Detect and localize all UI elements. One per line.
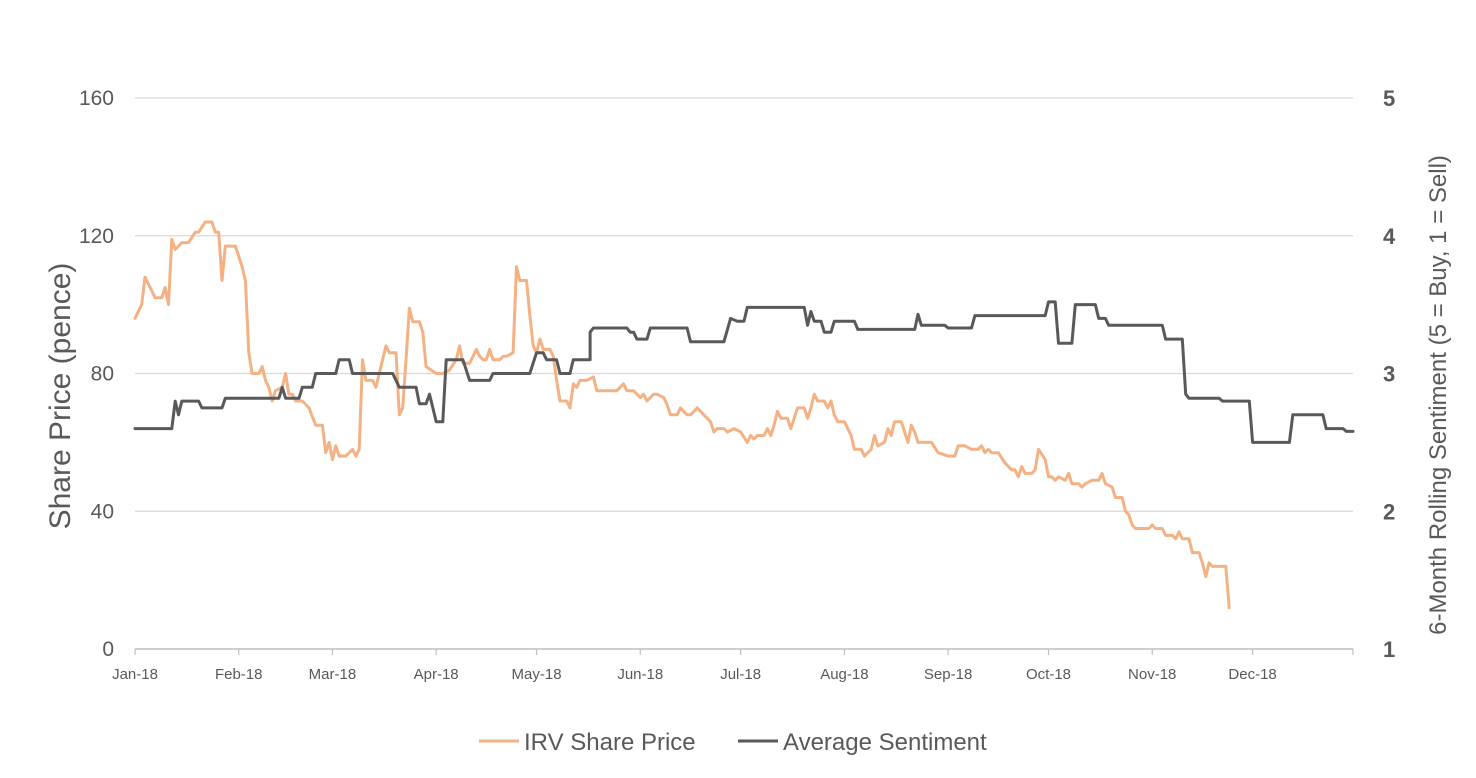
x-tick-label: Nov-18 <box>1128 666 1176 683</box>
right-y-tick-label: 3 <box>1383 362 1395 387</box>
x-tick-label: Jun-18 <box>617 666 663 683</box>
x-tick-label: Oct-18 <box>1026 666 1071 683</box>
left-y-tick-label: 120 <box>79 225 114 248</box>
right-y-tick-label: 5 <box>1383 86 1395 111</box>
x-tick-label: Apr-18 <box>414 666 459 683</box>
legend-label-irv-share-price: IRV Share Price <box>524 729 696 756</box>
right-y-tick-label: 4 <box>1383 224 1396 249</box>
x-tick-label: Aug-18 <box>820 666 868 683</box>
x-tick-label: Dec-18 <box>1228 666 1276 683</box>
x-tick-label: May-18 <box>512 666 562 683</box>
legend: IRV Share Price Average Sentiment <box>479 729 987 756</box>
right-y-axis-ticks: 1 2 3 4 5 <box>1383 86 1396 662</box>
x-axis-ticks: Jan-18 Feb-18 Mar-18 Apr-18 May-18 Jun-18 Jul-… <box>112 649 1354 683</box>
x-tick-label: Jan-18 <box>112 666 158 683</box>
left-y-tick-label: 40 <box>91 500 114 523</box>
gridlines <box>135 97 1353 650</box>
x-tick-label: Jul-18 <box>720 666 761 683</box>
left-y-axis-ticks: 0 40 80 120 160 <box>79 87 114 661</box>
x-tick-label: Feb-18 <box>215 666 263 683</box>
right-axis-title: 6-Month Rolling Sentiment (5 = Buy, 1 = … <box>1425 155 1452 635</box>
x-tick-label: Sep-18 <box>924 666 972 683</box>
legend-label-average-sentiment: Average Sentiment <box>783 729 987 756</box>
left-axis-title: Share Price (pence) <box>44 263 77 530</box>
x-tick-label: Mar-18 <box>309 666 357 683</box>
series-lines <box>133 220 1355 610</box>
right-y-tick-label: 2 <box>1383 499 1395 524</box>
left-y-tick-label: 80 <box>91 363 114 386</box>
left-y-tick-label: 0 <box>102 638 114 661</box>
left-y-tick-label: 160 <box>79 87 114 110</box>
series-line-irv-share-price <box>133 220 1231 610</box>
series-line-average-sentiment <box>133 300 1355 444</box>
right-y-tick-label: 1 <box>1383 637 1395 662</box>
